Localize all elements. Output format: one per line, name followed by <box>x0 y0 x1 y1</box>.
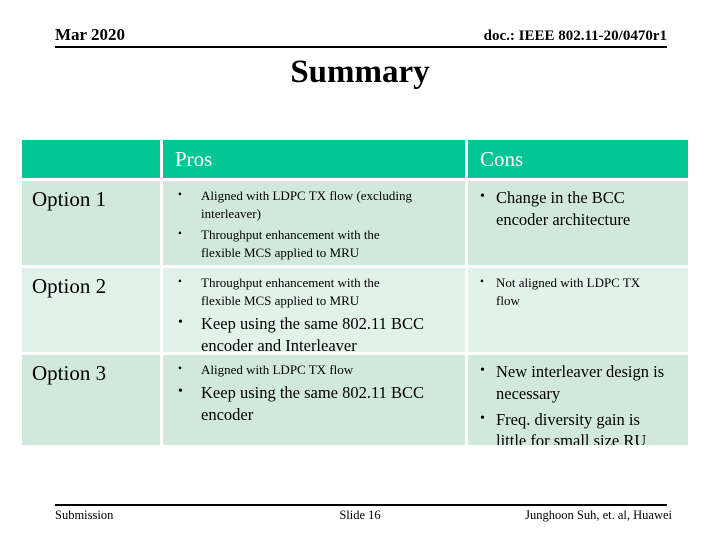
bullet-item: Throughput enhancement with the flexible… <box>163 226 465 262</box>
bullet-item: Not aligned with LDPC TX flow <box>468 274 688 310</box>
table-header-cons: Cons <box>468 140 688 178</box>
pros-cell: Aligned with LDPC TX flow Keep using the … <box>163 355 465 445</box>
pros-cell: Aligned with LDPC TX flow (excluding int… <box>163 181 465 265</box>
bullet-text: Throughput enhancement with the flexible… <box>201 226 380 260</box>
header-doc-number: doc.: IEEE 802.11-20/0470r1 <box>483 28 667 44</box>
bullet-text: New interleaver design is necessary <box>496 362 665 403</box>
header-date: Mar 2020 <box>55 25 126 44</box>
bullet-item: Aligned with LDPC TX flow <box>163 361 465 379</box>
bullet-item: Keep using the same 802.11 BCC encoder <box>163 382 465 426</box>
slide-title: Summary <box>290 54 430 90</box>
cons-cell: Not aligned with LDPC TX flow <box>468 268 688 352</box>
cons-cell: Change in the BCC encoder architecture <box>468 181 688 265</box>
bullet-item: Change in the BCC encoder architecture <box>468 187 688 231</box>
header-divider <box>55 46 667 48</box>
cons-cell: New interleaver design is necessary Freq.… <box>468 355 688 445</box>
bullet-item: Freq. diversity gain is little for small… <box>468 409 688 445</box>
table-header-empty <box>22 140 160 178</box>
bullet-item: Aligned with LDPC TX flow (excluding int… <box>163 187 465 223</box>
table-header-pros: Pros <box>163 140 465 178</box>
bullet-text: Change in the BCC encoder architecture <box>496 188 631 229</box>
option-label: Option 1 <box>22 181 160 265</box>
bullet-text: Freq. diversity gain is little for small… <box>496 409 647 445</box>
bullet-text: Keep using the same 802.11 BCC encoder <box>201 382 425 424</box>
bullet-text: Throughput enhancement with the flexible… <box>201 275 380 308</box>
option-label: Option 3 <box>22 355 160 445</box>
bullet-text: Keep using the same 802.11 BCC encoder a… <box>201 313 425 352</box>
footer-slide-number: Slide 16 <box>339 508 381 522</box>
bullet-text: Aligned with LDPC TX flow <box>201 362 354 377</box>
footer-divider <box>55 504 667 506</box>
bullet-item: New interleaver design is necessary <box>468 361 688 405</box>
footer-submission: Submission <box>55 508 114 522</box>
option-label: Option 2 <box>22 268 160 352</box>
footer-authors: Junghoon Suh, et. al, Huawei <box>525 508 672 522</box>
bullet-item: Keep using the same 802.11 BCC encoder a… <box>163 313 465 352</box>
bullet-item: Throughput enhancement with the flexible… <box>163 274 465 310</box>
bullet-text: Not aligned with LDPC TX flow <box>496 275 641 308</box>
pros-cell: Throughput enhancement with the flexible… <box>163 268 465 352</box>
bullet-text: Aligned with LDPC TX flow (excluding int… <box>201 188 412 221</box>
